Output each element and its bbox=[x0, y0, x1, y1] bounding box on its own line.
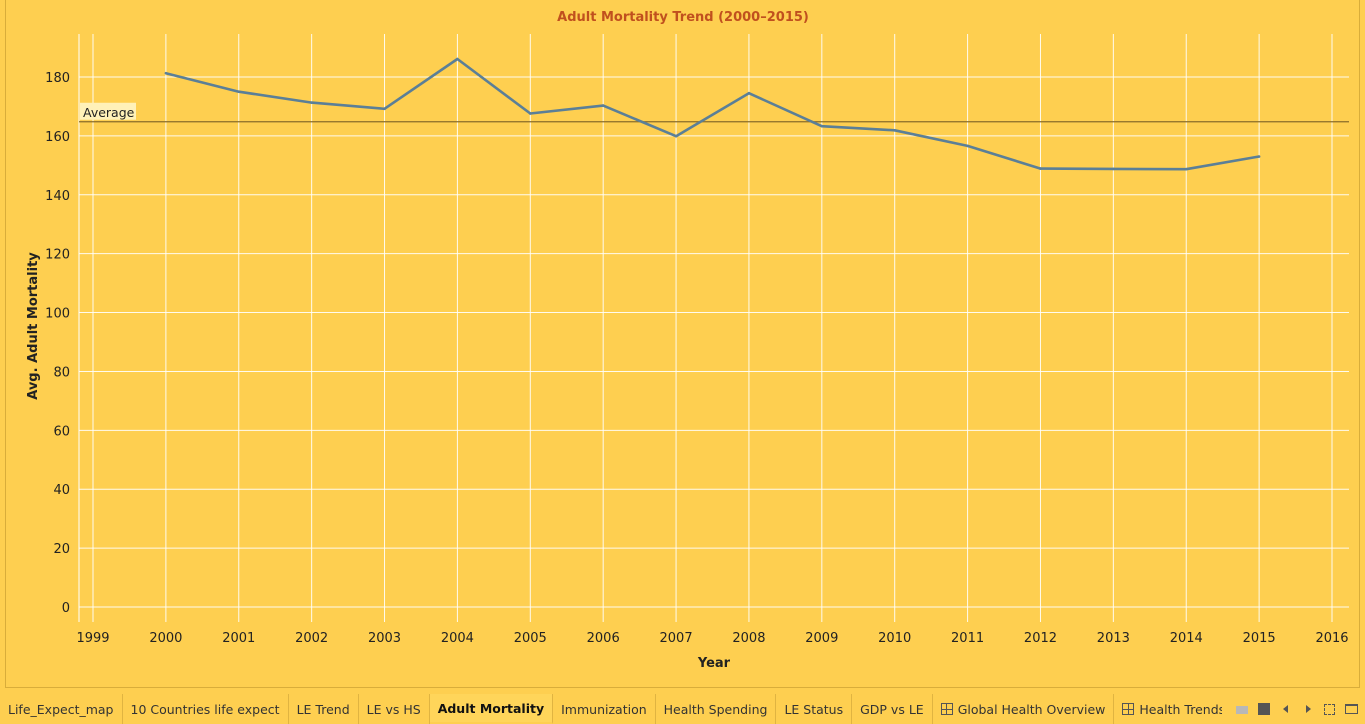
sheet-tab-label: GDP vs LE bbox=[860, 701, 924, 717]
y-axis-ticks: 0 20 40 60 80 100 120 140 160 180 bbox=[45, 71, 70, 616]
x-tick-label: 2011 bbox=[951, 631, 984, 646]
y-tick-label: 40 bbox=[53, 483, 70, 498]
average-label: Average bbox=[83, 105, 135, 120]
sheet-tab-label: LE Status bbox=[784, 701, 844, 717]
sheet-tab-bar: Life_Expect_map 10 Countries life expect L… bbox=[0, 694, 1365, 724]
chart-area: Adult Mortality Trend (2000–2015) Averag… bbox=[5, 0, 1360, 688]
sheet-tab-label: Health Spending bbox=[663, 701, 768, 717]
presentation-mode-icon[interactable] bbox=[1345, 704, 1358, 714]
data-point[interactable] bbox=[893, 128, 897, 132]
x-tick-label: 2009 bbox=[805, 631, 838, 646]
data-point[interactable] bbox=[820, 124, 824, 128]
data-point[interactable] bbox=[237, 90, 241, 94]
x-tick-label: 2001 bbox=[222, 631, 255, 646]
data-point[interactable] bbox=[164, 71, 168, 75]
sheet-tab-label: Health Trends bbox=[1139, 701, 1222, 717]
x-tick-label: 2005 bbox=[514, 631, 547, 646]
sheet-tab-label: LE Trend bbox=[296, 701, 350, 717]
sheet-tab[interactable]: Life_Expect_map bbox=[0, 694, 123, 724]
x-tick-label: 2008 bbox=[732, 631, 765, 646]
y-tick-label: 20 bbox=[53, 542, 70, 557]
sheet-tab[interactable]: Health Spending bbox=[656, 694, 777, 724]
x-tick-label: 2012 bbox=[1024, 631, 1057, 646]
chart-title: Adult Mortality Trend (2000–2015) bbox=[557, 10, 809, 25]
data-point[interactable] bbox=[456, 57, 459, 61]
y-tick-label: 100 bbox=[45, 307, 70, 322]
x-tick-label: 1999 bbox=[76, 631, 109, 646]
data-point[interactable] bbox=[310, 101, 313, 104]
x-tick-label: 2015 bbox=[1243, 631, 1276, 646]
data-point[interactable] bbox=[966, 144, 969, 148]
dashboard-icon bbox=[940, 703, 953, 715]
sheet-tab-label: Global Health Overview bbox=[957, 701, 1106, 717]
data-point[interactable] bbox=[1039, 167, 1042, 170]
sheet-tab-label: Immunization bbox=[561, 701, 647, 717]
sheet-tab[interactable]: LE Status bbox=[776, 694, 853, 724]
show-tabs-icon[interactable] bbox=[1258, 703, 1270, 715]
x-axis-title: Year bbox=[697, 656, 731, 671]
y-tick-label: 0 bbox=[62, 601, 70, 616]
sheet-tab[interactable]: Health Trends bbox=[1114, 694, 1222, 724]
next-sheet-icon[interactable] bbox=[1302, 703, 1314, 715]
x-axis-ticks: 1999 2000 2001 2002 2003 2004 2005 2006 2007 2008… bbox=[76, 631, 1348, 646]
data-point[interactable] bbox=[747, 91, 751, 95]
x-tick-label: 2016 bbox=[1315, 631, 1348, 646]
sheet-tab[interactable]: GDP vs LE bbox=[852, 694, 933, 724]
x-tick-label: 2003 bbox=[368, 631, 401, 646]
data-point[interactable] bbox=[1112, 167, 1115, 171]
series-layer bbox=[164, 57, 1261, 171]
reference-line-group: Average bbox=[79, 102, 1349, 123]
show-filmstrip-icon[interactable] bbox=[1236, 706, 1248, 714]
y-tick-label: 80 bbox=[53, 365, 70, 380]
previous-sheet-icon[interactable] bbox=[1280, 703, 1292, 715]
average-label-background bbox=[80, 102, 136, 120]
sheet-tab-label: 10 Countries life expect bbox=[130, 701, 280, 717]
y-tick-label: 60 bbox=[53, 424, 70, 439]
sheet-tab[interactable]: Global Health Overview bbox=[933, 694, 1115, 724]
x-tick-label: 2013 bbox=[1097, 631, 1130, 646]
y-tick-label: 140 bbox=[45, 189, 70, 204]
fullscreen-icon[interactable] bbox=[1324, 703, 1335, 715]
dashboard-icon bbox=[1122, 703, 1135, 715]
sheet-tab-label: Life_Expect_map bbox=[8, 701, 114, 717]
y-tick-label: 180 bbox=[45, 71, 70, 86]
x-tick-label: 2000 bbox=[149, 631, 182, 646]
x-tick-label: 2002 bbox=[295, 631, 328, 646]
sheet-tabs: Life_Expect_map 10 Countries life expect L… bbox=[0, 694, 1222, 724]
data-point[interactable] bbox=[601, 104, 605, 107]
x-tick-label: 2004 bbox=[441, 631, 474, 646]
gridlines bbox=[78, 34, 1349, 622]
data-point[interactable] bbox=[528, 112, 532, 115]
series-line bbox=[165, 57, 1260, 171]
data-point[interactable] bbox=[1184, 167, 1188, 171]
x-tick-label: 2006 bbox=[587, 631, 620, 646]
sheet-tab[interactable]: 10 Countries life expect bbox=[123, 694, 289, 724]
y-tick-label: 160 bbox=[45, 130, 70, 145]
y-tick-label: 120 bbox=[45, 248, 70, 263]
sheet-tab[interactable]: LE vs HS bbox=[359, 694, 430, 724]
sheet-tab[interactable]: LE Trend bbox=[289, 694, 359, 724]
sheet-tab-label: Adult Mortality bbox=[437, 700, 545, 716]
x-tick-label: 2010 bbox=[878, 631, 911, 646]
sheet-tab[interactable]: Adult Mortality bbox=[429, 694, 554, 724]
sheet-tab[interactable]: Immunization bbox=[553, 694, 656, 724]
data-point[interactable] bbox=[1257, 155, 1261, 158]
line-chart: Adult Mortality Trend (2000–2015) Averag… bbox=[26, 10, 1349, 671]
sheet-tab-label: LE vs HS bbox=[366, 701, 421, 717]
tab-controls bbox=[1236, 694, 1358, 724]
x-tick-label: 2014 bbox=[1170, 631, 1203, 646]
y-axis-title: Avg. Adult Mortality bbox=[26, 252, 41, 400]
data-point[interactable] bbox=[383, 107, 386, 111]
x-tick-label: 2007 bbox=[660, 631, 693, 646]
data-point[interactable] bbox=[674, 134, 678, 138]
